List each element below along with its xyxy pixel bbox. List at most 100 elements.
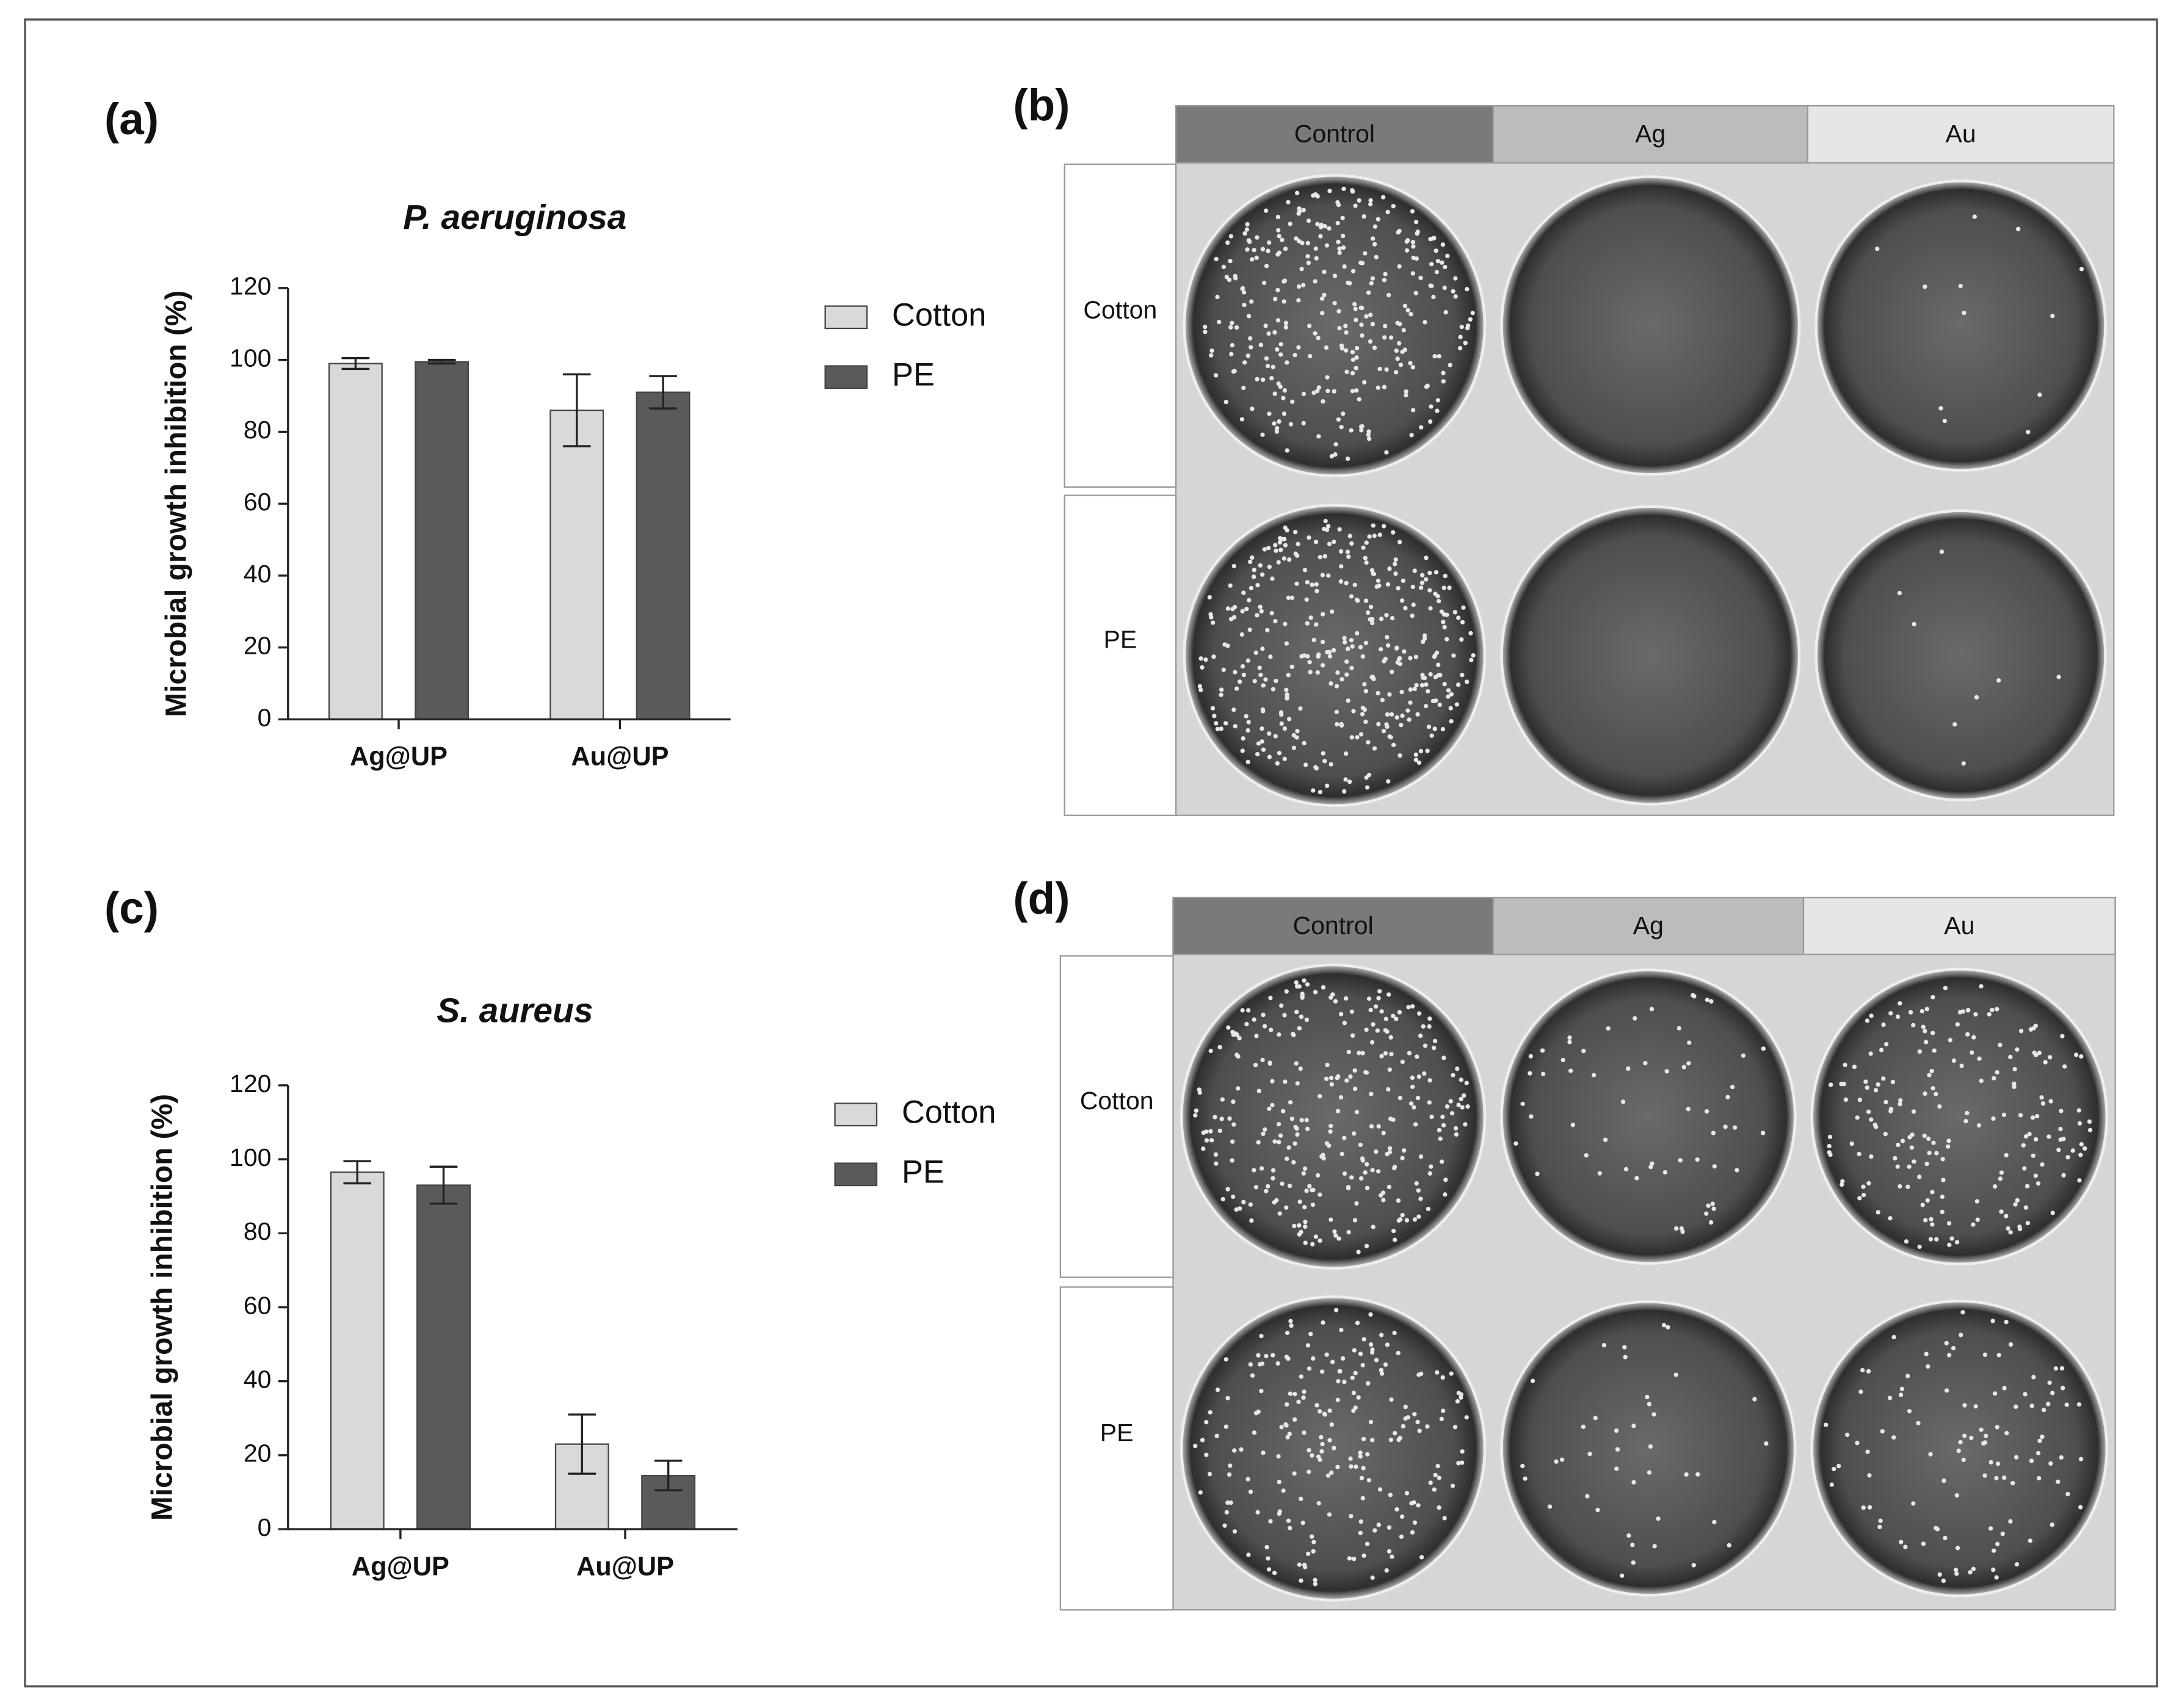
colony — [1277, 419, 1281, 424]
colony — [1286, 595, 1291, 600]
colony — [1453, 1126, 1459, 1131]
colony — [1934, 1237, 1939, 1242]
colony — [1261, 1012, 1266, 1018]
colony — [1278, 342, 1283, 347]
colony — [1391, 1228, 1396, 1234]
colony — [1369, 1091, 1374, 1096]
colony — [1237, 1036, 1242, 1041]
colony — [1300, 991, 1305, 996]
colony — [1996, 1353, 2001, 1358]
colony — [1204, 1420, 1209, 1425]
colony — [1306, 261, 1311, 266]
colony — [1268, 996, 1273, 1001]
colony — [1402, 1148, 1407, 1153]
colony — [1344, 1078, 1349, 1083]
x-tick-label: Au@UP — [576, 1552, 674, 1581]
colony — [1197, 1087, 1202, 1092]
colony — [1673, 1372, 1678, 1377]
colony — [1292, 1471, 1297, 1476]
colony — [1383, 1051, 1388, 1056]
colony — [1299, 1118, 1304, 1123]
colony — [1360, 1156, 1365, 1161]
colony — [1354, 317, 1358, 322]
colony — [1399, 1534, 1404, 1540]
column-header — [1492, 105, 1808, 164]
colony — [1200, 665, 1205, 670]
colony — [1916, 1420, 1921, 1426]
colony — [1302, 568, 1308, 573]
colony — [2012, 1084, 2017, 1090]
column-header-label: Control — [1294, 120, 1375, 148]
colony — [1306, 218, 1311, 223]
colony — [1414, 682, 1419, 688]
colony — [1273, 297, 1278, 302]
colony — [1930, 1030, 1935, 1035]
colony — [1355, 1320, 1360, 1325]
colony — [1418, 585, 1424, 590]
colony — [1559, 1457, 1565, 1462]
colony — [1279, 1003, 1284, 1008]
colony — [1335, 220, 1340, 226]
colony — [1314, 1403, 1319, 1408]
colony — [1437, 1505, 1441, 1510]
colony — [1282, 756, 1287, 761]
colony — [1764, 1441, 1769, 1446]
colony — [1955, 1022, 1960, 1027]
colony — [1214, 1433, 1219, 1438]
colony — [1620, 1099, 1626, 1104]
colony — [1299, 1496, 1303, 1502]
colony — [1320, 663, 1325, 668]
colony — [1397, 264, 1402, 269]
colony — [1329, 454, 1335, 459]
colony — [1311, 1356, 1316, 1361]
colony — [1917, 1244, 1922, 1250]
colony — [1975, 1217, 1980, 1222]
colony — [1217, 319, 1222, 325]
colony — [2040, 1162, 2045, 1167]
colony — [1225, 1500, 1230, 1505]
colony — [1282, 726, 1288, 731]
colony — [2056, 1479, 2061, 1485]
colony — [1442, 285, 1447, 291]
colony — [1464, 1080, 1469, 1085]
colony — [1232, 1448, 1237, 1453]
colony — [2004, 1153, 2009, 1158]
colony — [1352, 1068, 1357, 1073]
colony — [1260, 572, 1265, 577]
colony — [1266, 1556, 1270, 1561]
colony — [1839, 1082, 1844, 1087]
agar-plate — [1500, 505, 1801, 806]
colony — [1275, 761, 1280, 766]
colony — [1895, 1014, 1901, 1019]
colony — [1581, 1424, 1586, 1429]
colony — [1440, 726, 1446, 732]
colony — [1982, 1473, 1987, 1478]
colony — [2043, 1060, 2048, 1065]
colony — [2058, 1137, 2063, 1142]
colony — [1270, 364, 1275, 369]
colony — [1244, 607, 1249, 612]
colony — [1734, 1168, 1739, 1173]
colony — [1935, 1527, 1940, 1532]
colony — [1878, 1518, 1883, 1523]
colony — [1283, 543, 1288, 548]
colony — [2082, 1146, 2087, 1151]
colony — [1377, 989, 1382, 994]
colony — [1593, 1416, 1598, 1420]
colony — [1376, 385, 1380, 390]
colony — [1222, 1523, 1227, 1528]
colony — [1316, 434, 1321, 439]
colony — [1995, 1541, 2000, 1547]
colony — [1318, 1457, 1322, 1462]
colony — [1269, 375, 1274, 381]
colony — [1328, 1123, 1333, 1129]
colony — [1230, 320, 1234, 325]
colony — [1332, 1229, 1337, 1234]
colony — [1319, 1449, 1324, 1454]
colony — [2079, 267, 2084, 272]
colony — [1311, 788, 1316, 793]
colony — [1288, 1319, 1293, 1323]
colony — [1304, 1118, 1309, 1123]
colony — [1303, 1219, 1308, 1225]
colony — [2065, 1491, 2070, 1497]
